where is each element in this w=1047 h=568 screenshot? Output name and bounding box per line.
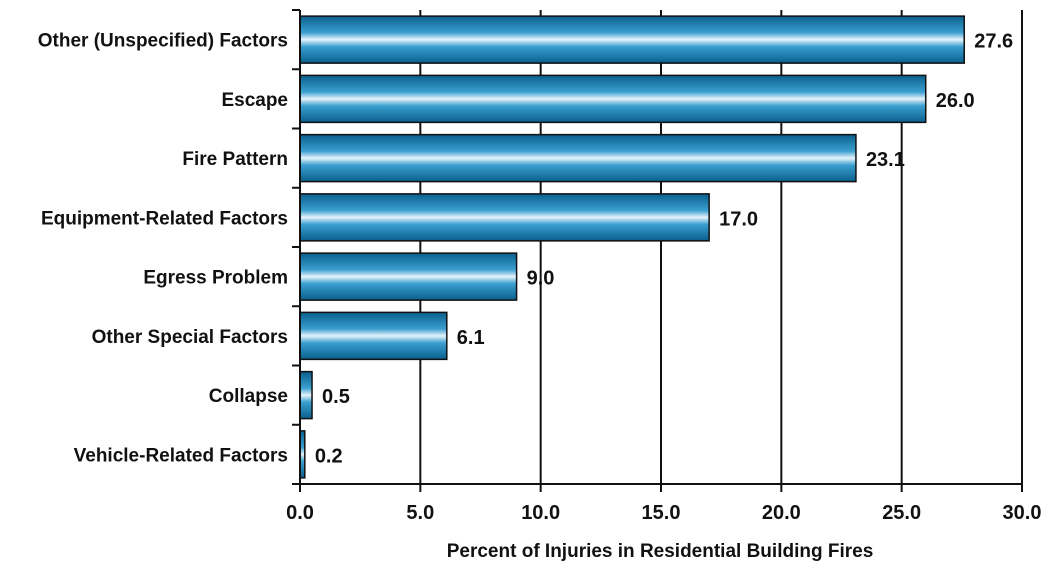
bar bbox=[299, 311, 448, 361]
bar bbox=[299, 74, 927, 124]
x-tick-label: 10.0 bbox=[521, 502, 560, 524]
labels: Other (Unspecified) Factors 27.6 Escape 26.… bbox=[38, 31, 1042, 524]
bar bbox=[299, 370, 313, 420]
value-label: 26.0 bbox=[936, 90, 975, 112]
x-tick-label: 30.0 bbox=[1003, 502, 1042, 524]
category-label: Other (Unspecified) Factors bbox=[38, 31, 288, 52]
x-tick-label: 25.0 bbox=[882, 502, 921, 524]
category-label: Equipment-Related Factors bbox=[41, 208, 288, 229]
x-axis-title: Percent of Injuries in Residential Build… bbox=[447, 541, 874, 562]
bars bbox=[299, 15, 965, 479]
category-label: Collapse bbox=[209, 386, 288, 407]
x-tick-label: 0.0 bbox=[286, 502, 314, 524]
axes bbox=[292, 9, 1023, 492]
x-tick-label: 15.0 bbox=[642, 502, 681, 524]
category-label: Escape bbox=[221, 90, 288, 111]
category-label: Egress Problem bbox=[143, 268, 288, 289]
category-label: Fire Pattern bbox=[182, 149, 288, 170]
bar bbox=[299, 15, 965, 64]
x-tick-label: 20.0 bbox=[762, 502, 801, 524]
bar bbox=[299, 133, 857, 183]
value-label: 17.0 bbox=[719, 208, 758, 230]
category-label: Other Special Factors bbox=[92, 327, 288, 348]
value-label: 0.5 bbox=[322, 386, 350, 408]
x-tick-label: 5.0 bbox=[406, 502, 434, 524]
value-label: 23.1 bbox=[866, 149, 905, 171]
value-label: 27.6 bbox=[974, 31, 1013, 53]
value-label: 0.2 bbox=[315, 445, 343, 467]
category-label: Vehicle-Related Factors bbox=[74, 445, 288, 466]
value-label: 6.1 bbox=[457, 327, 485, 349]
bar bbox=[299, 193, 710, 242]
bar bbox=[299, 252, 518, 301]
value-label: 9.0 bbox=[527, 268, 555, 290]
